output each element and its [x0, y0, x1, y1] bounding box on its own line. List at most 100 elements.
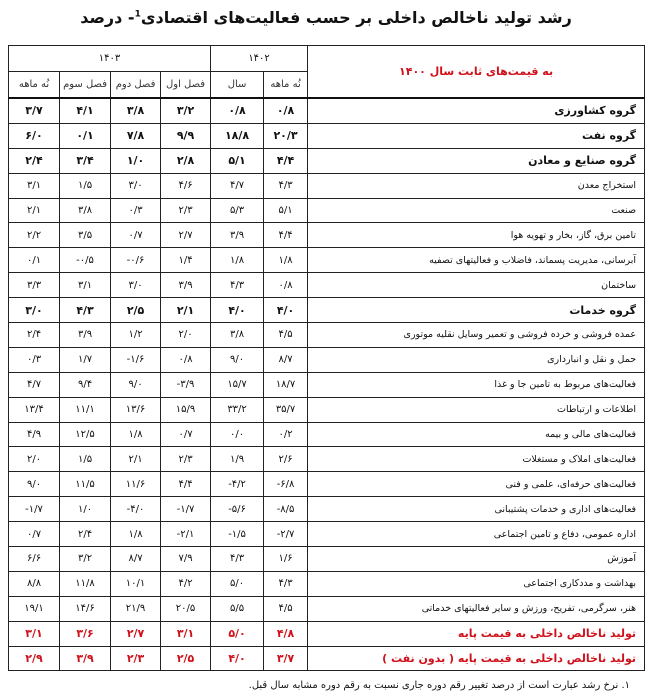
value-cell: ۰/۲ — [263, 421, 309, 448]
value-cell: ۴/۳ — [210, 546, 265, 572]
value-cell: ۳/۸ — [59, 197, 112, 224]
value-cell: ۱/۶ — [263, 546, 309, 572]
value-cell: ۹/۴ — [59, 371, 112, 398]
value-cell: ۹/۰ — [210, 346, 265, 373]
value-cell: ۲/۴ — [7, 147, 61, 174]
table-row: تولید ناخالص داخلی به قیمت پایه ( بدون ن… — [7, 645, 646, 672]
value-cell: -۲/۱ — [160, 521, 212, 548]
table-row: فعالیت‌های املاک و مستغلات ۲/۶ ۱/۹ ۲/۳ ۲/۱ ۱/… — [7, 446, 646, 473]
value-cell: ۴/۴ — [160, 471, 212, 498]
value-cell: ۴/۳ — [263, 570, 309, 597]
value-cell: ۳/۰ — [7, 297, 61, 324]
value-cell: ۳۳/۲ — [210, 396, 265, 423]
table-row: آبرسانی، مدیریت پسماند، فاضلاب و فعالیته… — [7, 247, 646, 274]
table-row: فعالیت‌های مربوط به تامین جا و غذا ۱۸/۷ ۱۵… — [7, 371, 646, 398]
value-cell: -۱/۷ — [7, 496, 61, 523]
value-cell: ۱۵/۹ — [160, 396, 212, 423]
value-cell: ۲/۸ — [160, 147, 212, 174]
value-cell: ۷/۸ — [110, 122, 162, 149]
value-cell: ۱۹/۱ — [7, 595, 61, 622]
value-cell: ۵/۱ — [263, 197, 309, 224]
value-cell: ۱/۲ — [110, 322, 162, 348]
value-cell: ۳/۹ — [160, 272, 212, 299]
value-cell: ۶/۰ — [7, 122, 61, 149]
value-cell: ۴/۳ — [263, 172, 309, 199]
value-cell: ۴/۷ — [210, 172, 265, 199]
value-cell: ۳/۰ — [110, 172, 162, 199]
table-row: تامین برق، گاز، بخار و تهویه هوا ۴/۴ ۳/۹ ۲/… — [7, 222, 646, 249]
row-label: تولید ناخالص داخلی به قیمت پایه ( بدون ن… — [307, 645, 646, 672]
value-cell: ۱۱/۸ — [59, 570, 112, 597]
table-row: استخراج معدن ۴/۳ ۴/۷ ۴/۶ ۳/۰ ۱/۵ ۳/۱ — [7, 172, 646, 199]
value-cell: ۴/۹ — [7, 421, 61, 448]
year-1402-header: ۱۴۰۲ — [210, 45, 309, 72]
row-label: فعالیت‌های مالی و بیمه — [307, 421, 646, 448]
row-label: هنر، سرگرمی، تفریح، ورزش و سایر فعالیتها… — [307, 595, 646, 622]
value-cell: ۸/۷ — [110, 546, 162, 572]
value-cell: -۸/۵ — [263, 496, 309, 523]
value-cell: -۱/۷ — [160, 496, 212, 523]
value-cell: ۳/۹ — [210, 222, 265, 249]
value-cell: ۳/۹ — [59, 322, 112, 348]
row-label: بهداشت و مددکاری اجتماعی — [307, 570, 646, 597]
value-cell: ۳/۴ — [59, 147, 112, 174]
value-cell: ۲/۴ — [59, 521, 112, 548]
value-cell: ۴/۱ — [59, 96, 112, 124]
table-row: تولید ناخالص داخلی به قیمت پایه ۴/۸ ۵/۰ ۳/۱… — [7, 620, 646, 647]
value-cell: ۰/۳ — [7, 346, 61, 373]
row-label: حمل و نقل و انبارداری — [307, 346, 646, 373]
value-cell: -۴/۰ — [110, 496, 162, 523]
title-text: رشد تولید ناخالص داخلی بر حسب فعالیت‌های… — [140, 8, 572, 27]
value-cell: ۲/۵ — [160, 645, 212, 672]
value-cell: ۳۵/۷ — [263, 396, 309, 423]
value-cell: ۰/۰ — [210, 421, 265, 448]
value-cell: ۵/۱ — [210, 147, 265, 174]
value-cell: ۳/۰ — [110, 272, 162, 299]
value-cell: ۱/۸ — [110, 521, 162, 548]
value-cell: ۱/۵ — [59, 172, 112, 199]
value-cell: ۳/۳ — [7, 272, 61, 299]
row-label: فعالیت‌های اداری و خدمات پشتیبانی — [307, 496, 646, 523]
value-cell: ۲/۴ — [7, 322, 61, 348]
value-cell: ۸/۸ — [7, 570, 61, 597]
value-cell: ۲/۳ — [110, 645, 162, 672]
value-cell: ۱۱/۱ — [59, 396, 112, 423]
value-cell: ۱/۵ — [59, 446, 112, 473]
value-cell: -۱/۵ — [210, 521, 265, 548]
value-cell: ۳/۷ — [263, 645, 309, 672]
value-cell: ۹/۰ — [7, 471, 61, 498]
value-cell: ۱۳/۶ — [110, 396, 162, 423]
table-row: اطلاعات و ارتباطات ۳۵/۷ ۳۳/۲ ۱۵/۹ ۱۳/۶ ۱۱/۱ ۱۳… — [7, 396, 646, 423]
value-cell: ۲/۱ — [7, 197, 61, 224]
value-cell: ۲/۱ — [110, 446, 162, 473]
page-title: رشد تولید ناخالص داخلی بر حسب فعالیت‌های… — [0, 8, 652, 27]
value-cell: ۸/۷ — [263, 346, 309, 373]
value-cell: ۵/۳ — [210, 197, 265, 224]
value-cell: ۰/۱ — [59, 122, 112, 149]
row-label: آموزش — [307, 546, 646, 572]
value-cell: ۰/۸ — [263, 272, 309, 299]
table-row: گروه خدمات ۴/۰ ۴/۰ ۲/۱ ۲/۵ ۴/۳ ۳/۰ — [7, 297, 646, 324]
value-cell: ۳/۲ — [160, 96, 212, 124]
value-cell: ۵/۵ — [210, 595, 265, 622]
value-cell: ۱/۸ — [263, 247, 309, 274]
table-row: اداره عمومی، دفاع و تامین اجتماعی -۲/۷ -۱/… — [7, 521, 646, 548]
table-body: گروه کشاورزی ۰/۸ ۰/۸ ۳/۲ ۳/۸ ۴/۱ ۳/۷ گروه نفت ۲۰… — [7, 96, 646, 672]
value-cell: ۲۰/۵ — [160, 595, 212, 622]
value-cell: ۴/۳ — [59, 297, 112, 324]
col-1403-q2: فصل دوم — [110, 71, 162, 99]
value-cell: ۵/۰ — [210, 620, 265, 647]
value-cell: ۳/۱ — [7, 172, 61, 199]
value-cell: ۴/۰ — [210, 297, 265, 324]
value-cell: ۳/۱ — [7, 620, 61, 647]
table-row: بهداشت و مددکاری اجتماعی ۴/۳ ۵/۰ ۴/۲ ۱۰/۱ ۱۱/… — [7, 570, 646, 597]
value-cell: -۲/۷ — [263, 521, 309, 548]
value-cell: ۴/۰ — [210, 645, 265, 672]
value-cell: ۱/۰ — [59, 496, 112, 523]
value-cell: ۰/۱ — [7, 247, 61, 274]
row-label: فعالیت‌های مربوط به تامین جا و غذا — [307, 371, 646, 398]
value-cell: ۱/۸ — [210, 247, 265, 274]
table-row: ساختمان ۰/۸ ۴/۳ ۳/۹ ۳/۰ ۳/۱ ۳/۳ — [7, 272, 646, 299]
value-cell: ۲۱/۹ — [110, 595, 162, 622]
table-row: آموزش ۱/۶ ۴/۳ ۷/۹ ۸/۷ ۳/۲ ۶/۶ — [7, 546, 646, 572]
